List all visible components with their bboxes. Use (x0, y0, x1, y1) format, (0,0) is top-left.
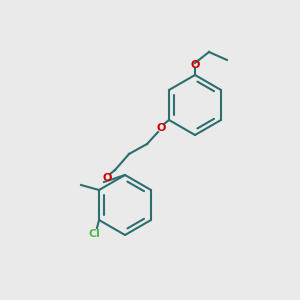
Text: Cl: Cl (88, 229, 100, 239)
Text: O: O (102, 173, 112, 183)
Text: O: O (156, 123, 166, 133)
Text: O: O (190, 60, 200, 70)
